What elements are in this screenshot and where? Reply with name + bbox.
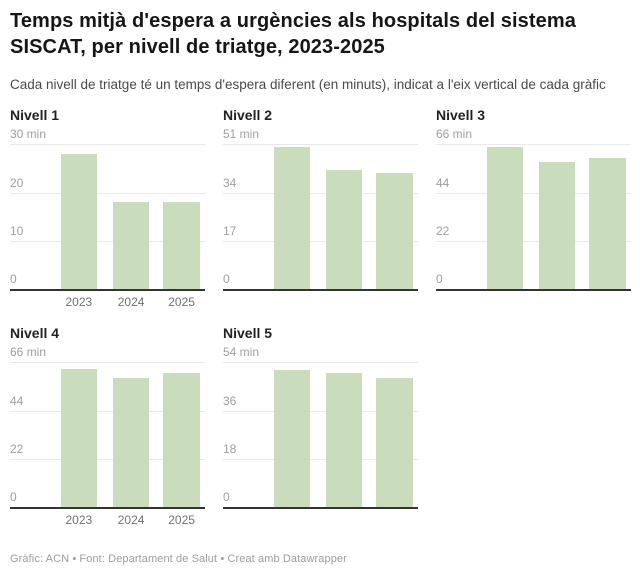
bar-2023 bbox=[273, 147, 311, 290]
bar-2024 bbox=[538, 161, 576, 290]
small-multiple-2: Nivell 2 0 17 34 51 min bbox=[223, 107, 418, 311]
y-tick-label: 0 bbox=[223, 272, 230, 287]
bar-2025 bbox=[589, 157, 626, 290]
x-axis-labels bbox=[223, 291, 418, 311]
bar-2023 bbox=[60, 368, 98, 508]
plot-area: 0 18 36 54 min bbox=[223, 346, 418, 510]
bar-2024 bbox=[325, 373, 363, 508]
y-gridline bbox=[223, 459, 418, 461]
x-axis-labels: 2023 2024 2025 bbox=[10, 509, 205, 529]
page-subtitle: Cada nivell de triatge té un temps d'esp… bbox=[10, 76, 606, 92]
bar-2025 bbox=[376, 378, 413, 508]
y-gridline bbox=[10, 410, 205, 412]
y-tick-label: 34 bbox=[223, 175, 237, 190]
bar-2024 bbox=[325, 169, 363, 290]
small-multiple-4: Nivell 4 0 22 44 66 min 2023 2024 2025 bbox=[10, 325, 205, 529]
page-title: Temps mitjà d'espera a urgències als hos… bbox=[10, 10, 576, 59]
x-axis-labels bbox=[436, 291, 631, 311]
small-multiple-5: Nivell 5 0 18 36 54 min bbox=[223, 325, 418, 529]
plot-area: 0 22 44 66 min bbox=[10, 346, 205, 510]
y-gridline bbox=[436, 192, 631, 194]
x-tick-label: 2023 bbox=[65, 295, 93, 310]
y-tick-label: 30 min bbox=[10, 127, 47, 142]
chart-footer-credit: Gràfic: ACN • Font: Departament de Salut… bbox=[10, 553, 347, 565]
y-gridline bbox=[10, 144, 205, 146]
y-tick-label: 20 bbox=[10, 175, 24, 190]
y-tick-label: 54 min bbox=[223, 345, 260, 360]
y-tick-label: 66 min bbox=[10, 345, 47, 360]
y-tick-label: 17 bbox=[223, 224, 237, 239]
x-axis-labels bbox=[223, 509, 418, 529]
x-axis-labels: 2023 2024 2025 bbox=[10, 291, 205, 311]
plot-area: 0 10 20 30 min bbox=[10, 128, 205, 292]
y-gridline bbox=[223, 410, 418, 412]
y-tick-label: 51 min bbox=[223, 127, 260, 142]
y-gridline bbox=[223, 241, 418, 243]
y-gridline bbox=[223, 144, 418, 146]
y-tick-label: 22 bbox=[436, 224, 450, 239]
bar-2024 bbox=[112, 202, 150, 290]
bar-2023 bbox=[273, 370, 311, 508]
bar-2025 bbox=[376, 172, 413, 290]
x-tick-label: 2024 bbox=[117, 513, 145, 528]
y-gridline bbox=[223, 192, 418, 194]
y-tick-label: 36 bbox=[223, 393, 237, 408]
plot-area: 0 22 44 66 min bbox=[436, 128, 631, 292]
y-tick-label: 22 bbox=[10, 442, 24, 457]
y-tick-label: 44 bbox=[10, 393, 24, 408]
y-gridline bbox=[436, 241, 631, 243]
chart-title: Nivell 1 bbox=[10, 107, 60, 124]
y-tick-label: 0 bbox=[10, 490, 17, 505]
y-gridline bbox=[10, 362, 205, 364]
bar-2025 bbox=[163, 202, 200, 290]
y-tick-label: 44 bbox=[436, 175, 450, 190]
y-gridline bbox=[10, 192, 205, 194]
bar-2025 bbox=[163, 373, 200, 508]
bar-2023 bbox=[486, 146, 524, 290]
chart-title: Nivell 3 bbox=[436, 107, 486, 124]
y-tick-label: 0 bbox=[223, 490, 230, 505]
x-tick-label: 2023 bbox=[65, 513, 93, 528]
y-gridline bbox=[10, 459, 205, 461]
y-tick-label: 10 bbox=[10, 224, 24, 239]
y-gridline bbox=[10, 241, 205, 243]
bar-2023 bbox=[60, 154, 98, 290]
y-gridline bbox=[436, 144, 631, 146]
y-tick-label: 18 bbox=[223, 442, 237, 457]
datawrapper-chart-page: Temps mitjà d'espera a urgències als hos… bbox=[10, 10, 632, 529]
x-tick-label: 2025 bbox=[168, 513, 195, 528]
small-multiples-grid: Nivell 1 0 10 20 30 min 2023 2024 2025 Nivell 2 0… bbox=[10, 107, 632, 529]
x-tick-label: 2024 bbox=[117, 295, 145, 310]
y-gridline bbox=[223, 362, 418, 364]
chart-title: Nivell 2 bbox=[223, 107, 273, 124]
bar-2024 bbox=[112, 377, 150, 508]
chart-title: Nivell 5 bbox=[223, 325, 273, 342]
y-tick-label: 66 min bbox=[436, 127, 473, 142]
y-tick-label: 0 bbox=[436, 272, 443, 287]
small-multiple-1: Nivell 1 0 10 20 30 min 2023 2024 2025 bbox=[10, 107, 205, 311]
small-multiple-3: Nivell 3 0 22 44 66 min bbox=[436, 107, 631, 311]
x-tick-label: 2025 bbox=[168, 295, 195, 310]
chart-title: Nivell 4 bbox=[10, 325, 60, 342]
plot-area: 0 17 34 51 min bbox=[223, 128, 418, 292]
y-tick-label: 0 bbox=[10, 272, 17, 287]
